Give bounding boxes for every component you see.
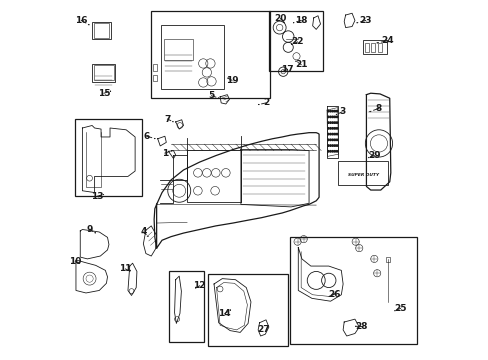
Circle shape xyxy=(336,139,337,140)
Text: 2: 2 xyxy=(263,98,268,107)
Text: 25: 25 xyxy=(393,304,406,313)
Circle shape xyxy=(333,111,335,112)
Text: 29: 29 xyxy=(367,151,380,160)
Circle shape xyxy=(327,139,328,140)
Text: 6: 6 xyxy=(143,132,150,141)
Circle shape xyxy=(329,134,330,135)
Circle shape xyxy=(336,134,337,135)
Text: 19: 19 xyxy=(225,76,238,85)
Bar xyxy=(169,271,204,342)
Bar xyxy=(290,237,416,344)
Circle shape xyxy=(336,122,337,123)
Circle shape xyxy=(336,128,337,129)
Text: 20: 20 xyxy=(274,14,286,23)
Circle shape xyxy=(333,128,335,129)
Circle shape xyxy=(333,139,335,140)
Circle shape xyxy=(333,150,335,152)
Text: 11: 11 xyxy=(119,265,131,274)
Circle shape xyxy=(329,122,330,123)
Text: 4: 4 xyxy=(140,228,146,237)
Bar xyxy=(268,12,323,71)
Text: 5: 5 xyxy=(208,91,214,100)
Text: 1: 1 xyxy=(162,149,168,158)
Circle shape xyxy=(331,116,333,118)
Circle shape xyxy=(329,139,330,140)
Text: 13: 13 xyxy=(91,192,103,201)
Circle shape xyxy=(327,134,328,135)
Circle shape xyxy=(336,145,337,146)
Text: 26: 26 xyxy=(328,289,341,298)
Bar xyxy=(75,119,142,196)
Circle shape xyxy=(327,150,328,152)
Text: 24: 24 xyxy=(380,36,393,45)
Circle shape xyxy=(331,150,333,152)
Text: SUPER DUTY: SUPER DUTY xyxy=(347,173,378,177)
Text: 18: 18 xyxy=(294,16,307,25)
Text: 9: 9 xyxy=(86,225,93,234)
Circle shape xyxy=(331,145,333,146)
Circle shape xyxy=(329,145,330,146)
Circle shape xyxy=(331,139,333,140)
Circle shape xyxy=(333,122,335,123)
Bar xyxy=(207,274,287,346)
Circle shape xyxy=(333,116,335,118)
Text: 12: 12 xyxy=(193,281,205,290)
Text: 16: 16 xyxy=(75,16,87,25)
Text: 10: 10 xyxy=(69,257,81,266)
Bar xyxy=(150,12,269,98)
Text: 15: 15 xyxy=(98,89,110,98)
Text: 28: 28 xyxy=(354,322,366,331)
Circle shape xyxy=(327,111,328,112)
Text: 21: 21 xyxy=(294,60,307,69)
Text: 27: 27 xyxy=(256,325,269,334)
Text: 3: 3 xyxy=(338,107,345,116)
Circle shape xyxy=(331,128,333,129)
Text: 23: 23 xyxy=(359,16,371,25)
Circle shape xyxy=(329,128,330,129)
Circle shape xyxy=(333,134,335,135)
Circle shape xyxy=(329,116,330,118)
Circle shape xyxy=(331,134,333,135)
Circle shape xyxy=(329,111,330,112)
Circle shape xyxy=(327,145,328,146)
Text: 17: 17 xyxy=(281,65,293,74)
Text: 22: 22 xyxy=(291,37,303,46)
Circle shape xyxy=(333,145,335,146)
Circle shape xyxy=(336,150,337,152)
Text: 14: 14 xyxy=(218,309,231,318)
Circle shape xyxy=(329,150,330,152)
Circle shape xyxy=(327,116,328,118)
Circle shape xyxy=(331,122,333,123)
Circle shape xyxy=(327,122,328,123)
Circle shape xyxy=(336,111,337,112)
Text: 8: 8 xyxy=(375,104,381,113)
Text: 7: 7 xyxy=(164,114,170,123)
Circle shape xyxy=(331,111,333,112)
Circle shape xyxy=(327,128,328,129)
Circle shape xyxy=(336,116,337,118)
